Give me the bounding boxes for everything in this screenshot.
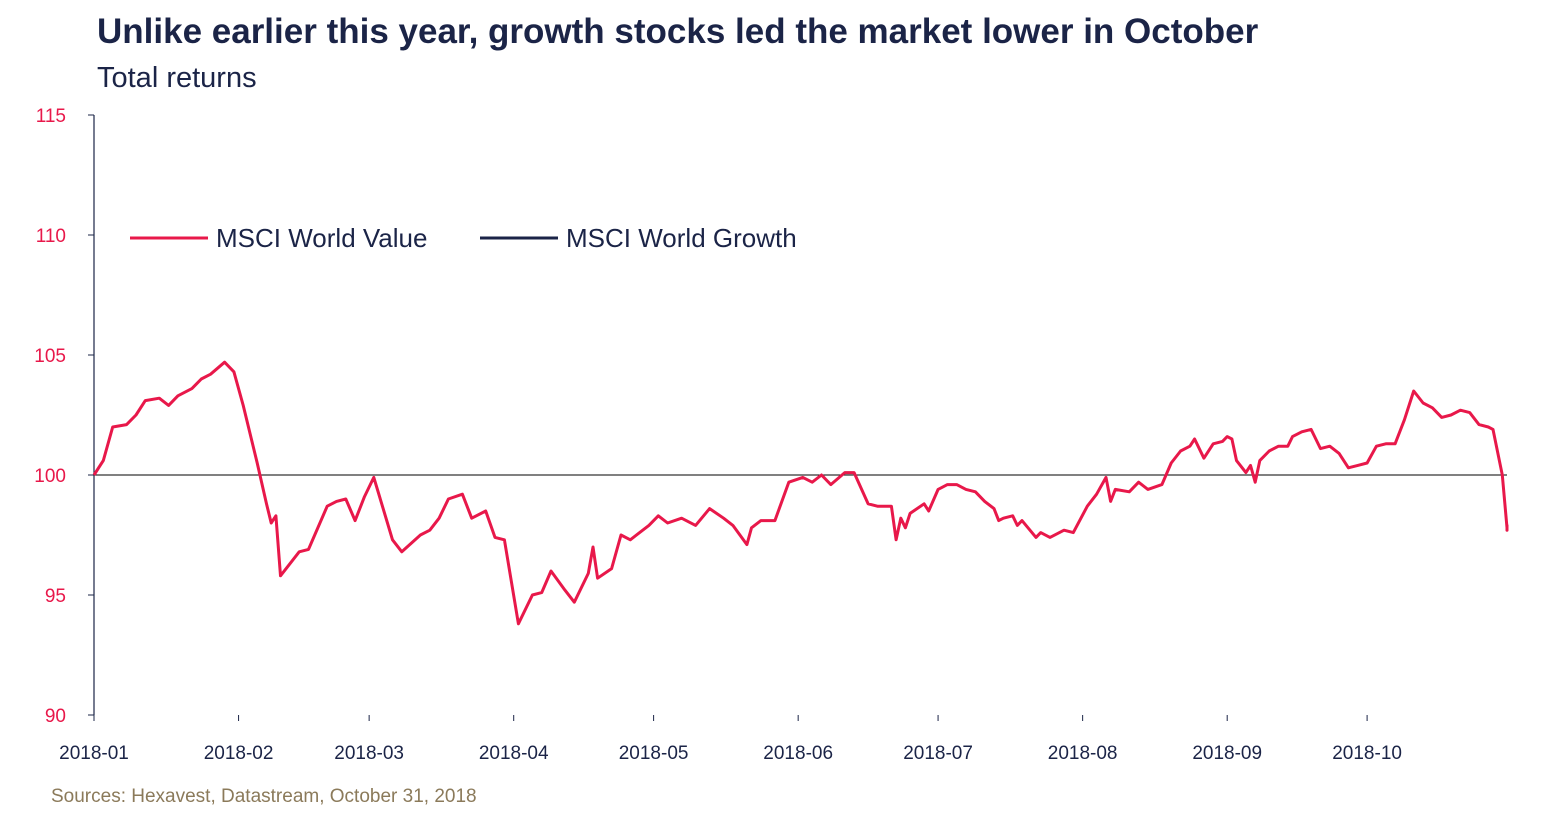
x-tick-label: 2018-07 bbox=[903, 743, 973, 764]
x-tick-label: 2018-02 bbox=[204, 743, 274, 764]
y-tick-label: 90 bbox=[45, 706, 66, 727]
chart-title: Unlike earlier this year, growth stocks … bbox=[97, 12, 1259, 51]
x-tick-label: 2018-04 bbox=[479, 743, 549, 764]
y-tick-label: 95 bbox=[45, 586, 66, 607]
x-tick-label: 2018-01 bbox=[59, 743, 129, 764]
x-tick-label: 2018-03 bbox=[334, 743, 404, 764]
y-tick-label: 105 bbox=[34, 346, 66, 367]
series-lines bbox=[92, 360, 1509, 626]
series-line-value bbox=[92, 360, 1509, 626]
source-note: Sources: Hexavest, Datastream, October 3… bbox=[51, 786, 477, 807]
x-tick-label: 2018-09 bbox=[1192, 743, 1262, 764]
x-tick-label: 2018-10 bbox=[1332, 743, 1402, 764]
legend-label-value: MSCI World Value bbox=[216, 223, 427, 253]
x-tick-label: 2018-08 bbox=[1048, 743, 1118, 764]
y-tick-label: 110 bbox=[36, 226, 66, 247]
y-tick-label: 100 bbox=[34, 466, 66, 487]
chart-subtitle: Total returns bbox=[97, 62, 257, 94]
x-tick-labels: 2018-01 2018-02 2018-03 2018-04 2018-05 2018-… bbox=[59, 743, 1402, 764]
legend: MSCI World Value MSCI World Growth bbox=[130, 223, 797, 253]
chart-axes bbox=[88, 114, 1507, 721]
y-tick-label: 115 bbox=[36, 106, 66, 127]
x-tick-label: 2018-06 bbox=[763, 743, 833, 764]
x-tick-label: 2018-05 bbox=[619, 743, 689, 764]
legend-label-growth: MSCI World Growth bbox=[566, 223, 797, 253]
y-tick-labels: 90 95 100 105 110 115 bbox=[34, 106, 66, 727]
